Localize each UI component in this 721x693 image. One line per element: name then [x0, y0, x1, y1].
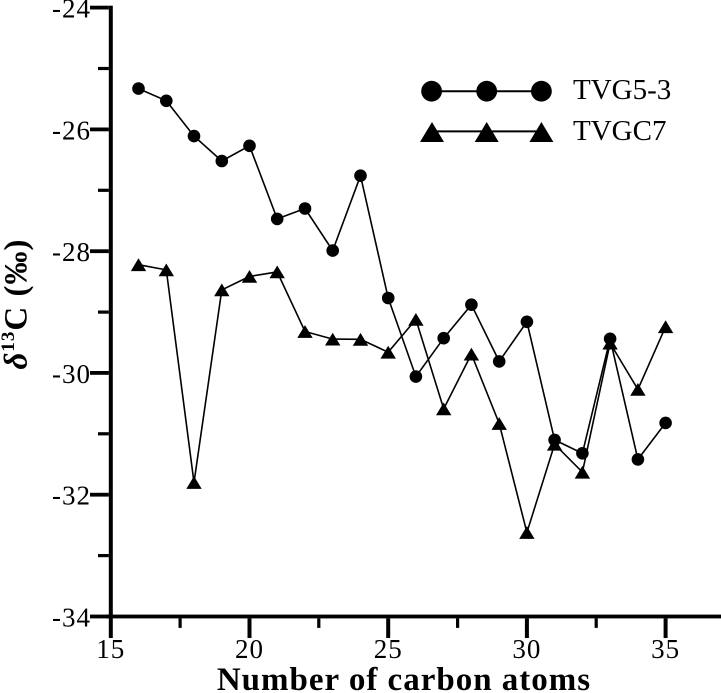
- svg-text:-30: -30: [52, 359, 91, 389]
- svg-text:-28: -28: [52, 237, 91, 267]
- svg-text:-24: -24: [52, 0, 91, 24]
- svg-text:Number of carbon atoms: Number of carbon atoms: [217, 662, 591, 693]
- svg-text:TVGC7: TVGC7: [573, 115, 666, 147]
- svg-text:TVG5-3: TVG5-3: [573, 74, 671, 106]
- svg-text:-34: -34: [52, 603, 91, 633]
- svg-text:-26: -26: [52, 115, 91, 145]
- svg-text:15: 15: [96, 634, 125, 664]
- svg-text:30: 30: [512, 634, 541, 664]
- svg-text:35: 35: [651, 634, 680, 664]
- svg-text:-32: -32: [52, 481, 91, 511]
- svg-text:20: 20: [235, 634, 264, 664]
- svg-text:δ13C (‰): δ13C (‰): [0, 239, 35, 370]
- svg-text:25: 25: [374, 634, 403, 664]
